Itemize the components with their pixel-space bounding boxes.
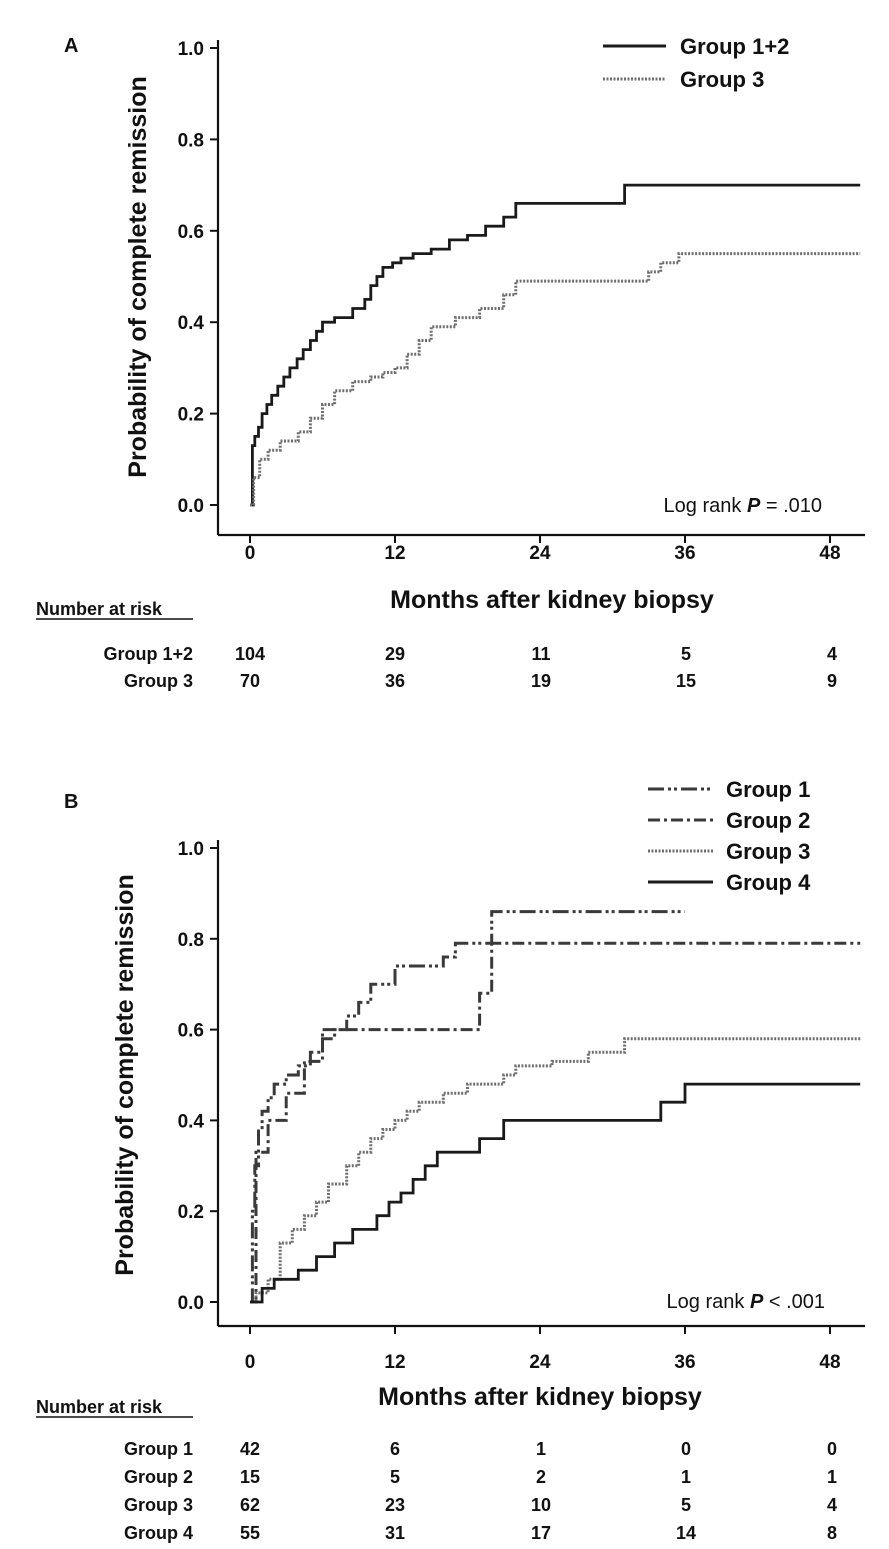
y-axis-label: Probability of complete remission [124,76,152,477]
risk-table-value: 70 [240,671,260,691]
risk-table-row-label: Group 4 [124,1523,193,1543]
log-rank-annotation: Log rank P < .001 [667,1291,825,1313]
risk-table-row-label: Group 2 [124,1467,193,1487]
risk-table-value: 5 [681,1495,691,1515]
annotation-part: P [747,495,761,517]
risk-table-value: 14 [676,1523,696,1543]
risk-table-value: 8 [827,1523,837,1543]
x-tick-label: 36 [674,543,695,564]
annotation-part: = .010 [760,495,822,517]
legend-label: Group 1+2 [680,34,789,59]
x-tick-label: 48 [819,543,840,564]
risk-table-value: 0 [681,1439,691,1459]
risk-table-value: 5 [390,1467,400,1487]
x-tick-label: 24 [529,1352,551,1373]
risk-table-row-label: Group 3 [124,1495,193,1515]
risk-table-value: 15 [676,671,696,691]
risk-table-value: 17 [531,1523,551,1543]
x-tick-label: 24 [529,543,551,564]
risk-table-header: Number at risk [36,599,163,619]
x-tick-label: 12 [384,1352,405,1373]
risk-table-value: 55 [240,1523,260,1543]
x-axis-label: Months after kidney biopsy [378,1383,702,1411]
x-tick-label: 0 [245,543,256,564]
y-tick-label: 0.0 [178,496,204,517]
panel-label: A [64,35,78,57]
y-tick-label: 0.4 [178,313,205,334]
risk-table-value: 1 [681,1467,691,1487]
risk-table-value: 104 [235,644,265,664]
series-line-group-2 [250,941,861,1304]
legend-label: Group 1 [726,777,810,802]
log-rank-annotation: Log rank P = .010 [664,495,822,517]
annotation-part: < .001 [763,1291,825,1313]
risk-table-value: 0 [827,1439,837,1459]
risk-table-row-label: Group 1+2 [103,644,193,664]
risk-table-value: 19 [531,671,551,691]
legend-label: Group 4 [726,870,811,895]
risk-table-value: 31 [385,1523,405,1543]
y-tick-label: 0.4 [178,1111,205,1132]
series-line-group-4 [250,1082,861,1304]
annotation-part: P [750,1291,764,1313]
risk-table-value: 4 [827,1495,837,1515]
legend-label: Group 2 [726,808,810,833]
risk-table-value: 15 [240,1467,260,1487]
series-line-group-3 [250,252,861,507]
x-axis-label: Months after kidney biopsy [390,586,714,614]
risk-table-header: Number at risk [36,1397,163,1417]
series-line-group-1-2 [250,183,861,507]
y-axis-label: Probability of complete remission [111,874,139,1275]
y-tick-label: 0.6 [178,222,204,243]
risk-table-value: 10 [531,1495,551,1515]
risk-table-value: 9 [827,671,837,691]
series-line-group-1 [250,910,685,1304]
y-tick-label: 0.0 [178,1293,204,1314]
y-tick-label: 1.0 [178,839,204,860]
y-tick-label: 0.2 [178,1202,204,1223]
risk-table-value: 1 [827,1467,837,1487]
legend-label: Group 3 [726,839,810,864]
annotation-part: Log rank [664,495,747,517]
risk-table-value: 36 [385,671,405,691]
y-tick-label: 0.8 [178,930,204,951]
risk-table-value: 29 [385,644,405,664]
x-tick-label: 48 [819,1352,840,1373]
legend-label: Group 3 [680,67,764,92]
risk-table-row-label: Group 3 [124,671,193,691]
panel-label: B [64,791,78,813]
y-tick-label: 0.2 [178,405,204,426]
annotation-part: Log rank [667,1291,750,1313]
risk-table-value: 1 [536,1439,546,1459]
panel-a: A 0.0 0.2 0.4 0.6 0.8 1.0 0 12 24 36 48 Months after… [36,34,865,691]
series-line-group-3 [250,1037,861,1304]
risk-table-value: 6 [390,1439,400,1459]
risk-table-value: 23 [385,1495,405,1515]
y-tick-label: 0.6 [178,1021,204,1042]
y-tick-label: 1.0 [178,39,204,60]
y-tick-label: 0.8 [178,130,204,151]
risk-table-value: 11 [531,644,550,664]
x-tick-label: 36 [674,1352,695,1373]
risk-table-value: 4 [827,644,837,664]
risk-table-value: 42 [240,1439,260,1459]
x-tick-label: 0 [245,1352,256,1373]
risk-table-value: 5 [681,644,691,664]
risk-table-value: 62 [240,1495,260,1515]
risk-table-row-label: Group 1 [124,1439,193,1459]
x-tick-label: 12 [384,543,405,564]
risk-table-value: 2 [536,1467,546,1487]
